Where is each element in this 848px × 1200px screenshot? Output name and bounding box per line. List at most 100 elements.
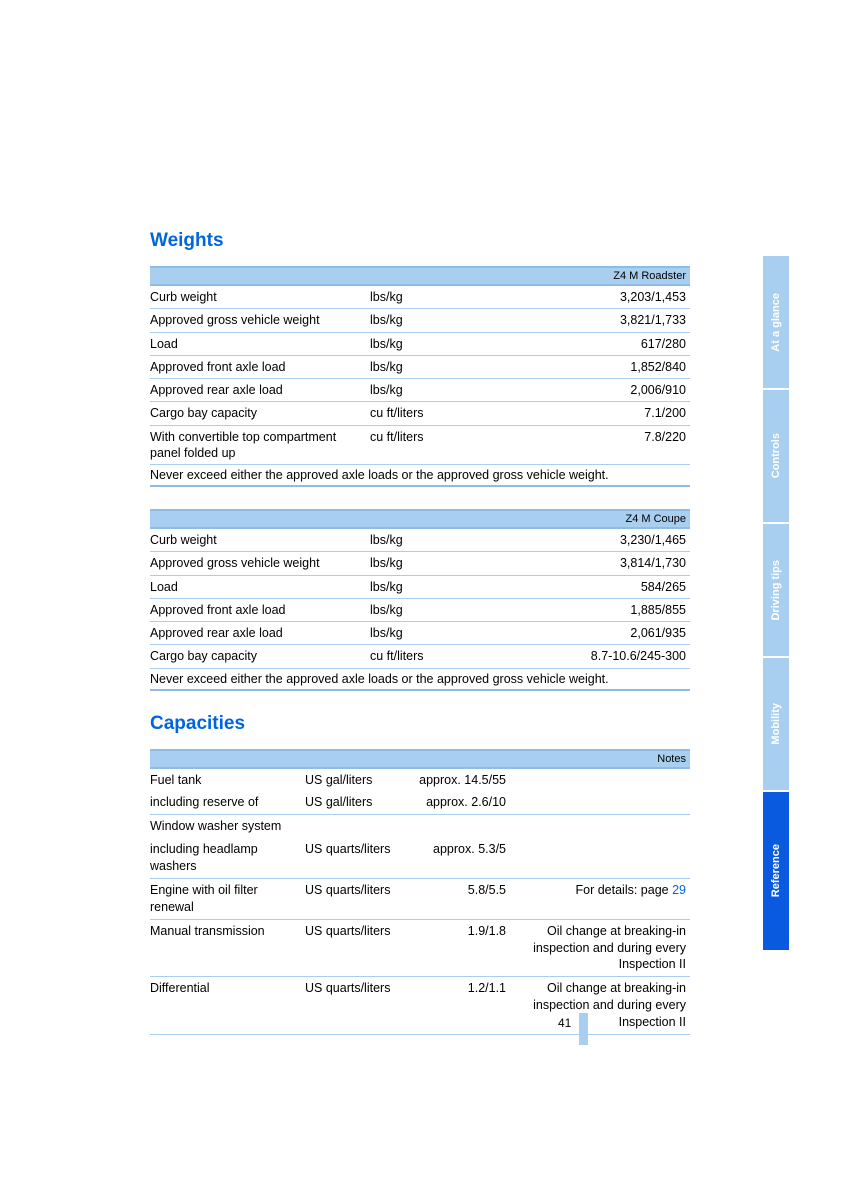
unit-cell: lbs/kg xyxy=(370,598,490,621)
unit-cell: cu ft/liters xyxy=(370,402,490,425)
tab-label: Mobility xyxy=(770,703,782,745)
label-cell: Approved gross vehicle weight xyxy=(150,309,370,332)
value-cell: 1.9/1.8 xyxy=(415,919,510,977)
page-number: 41 xyxy=(558,1016,571,1030)
table-row: Curb weightlbs/kg3,203/1,453 xyxy=(150,285,690,309)
value-cell: 8.7-10.6/245-300 xyxy=(490,645,690,668)
table-row: Approved rear axle loadlbs/kg2,061/935 xyxy=(150,622,690,645)
table-row: Approved gross vehicle weightlbs/kg3,814… xyxy=(150,552,690,575)
label-cell: With convertible top compartment panel f… xyxy=(150,425,370,465)
side-tabs: At a glance Controls Driving tips Mobility R… xyxy=(763,256,789,952)
value-cell: 1,852/840 xyxy=(490,355,690,378)
unit-cell: US gal/liters xyxy=(305,791,415,814)
value-cell: approx. 14.5/55 xyxy=(415,768,510,792)
capacities-table: Notes Fuel tankUS gal/litersapprox. 14.5… xyxy=(150,749,690,1035)
label-cell: Curb weight xyxy=(150,285,370,309)
label-cell: Approved rear axle load xyxy=(150,622,370,645)
value-cell: 5.8/5.5 xyxy=(415,878,510,919)
label-cell: Differential xyxy=(150,977,305,1035)
unit-cell: lbs/kg xyxy=(370,332,490,355)
value-cell: approx. 5.3/5 xyxy=(415,838,510,878)
value-cell: 7.8/220 xyxy=(490,425,690,465)
label-cell: Cargo bay capacity xyxy=(150,402,370,425)
label-cell: Fuel tank xyxy=(150,768,305,792)
table-note-row: Never exceed either the approved axle lo… xyxy=(150,465,690,487)
value-cell: 7.1/200 xyxy=(490,402,690,425)
unit-cell xyxy=(305,815,415,838)
table-row: including headlamp washersUS quarts/lite… xyxy=(150,838,690,878)
table-row: Fuel tankUS gal/litersapprox. 14.5/55 xyxy=(150,768,690,792)
unit-cell: lbs/kg xyxy=(370,309,490,332)
unit-cell: US quarts/liters xyxy=(305,977,415,1035)
table-header-cell: Z4 M Roadster xyxy=(150,267,690,285)
table-row: Cargo bay capacitycu ft/liters8.7-10.6/2… xyxy=(150,645,690,668)
note-cell: Oil change at breaking-in inspection and… xyxy=(510,977,690,1035)
value-cell: 617/280 xyxy=(490,332,690,355)
unit-cell: lbs/kg xyxy=(370,285,490,309)
table-row: Loadlbs/kg584/265 xyxy=(150,575,690,598)
weights-roadster-table: Z4 M Roadster Curb weightlbs/kg3,203/1,4… xyxy=(150,266,690,487)
label-cell: Engine with oil filter renewal xyxy=(150,878,305,919)
value-cell: 1.2/1.1 xyxy=(415,977,510,1035)
table-row: including reserve ofUS gal/litersapprox.… xyxy=(150,791,690,814)
side-tab-at-a-glance[interactable]: At a glance xyxy=(763,256,789,388)
table-header-row: Z4 M Coupe xyxy=(150,510,690,528)
table-note-row: Never exceed either the approved axle lo… xyxy=(150,668,690,690)
value-cell: 3,821/1,733 xyxy=(490,309,690,332)
table-row: Approved front axle loadlbs/kg1,852/840 xyxy=(150,355,690,378)
table-header-row: Z4 M Roadster xyxy=(150,267,690,285)
value-cell: 3,230/1,465 xyxy=(490,528,690,552)
table-header-row: Notes xyxy=(150,750,690,768)
weights-heading: Weights xyxy=(150,230,690,252)
label-cell: Approved gross vehicle weight xyxy=(150,552,370,575)
weights-coupe-table: Z4 M Coupe Curb weightlbs/kg3,230/1,465A… xyxy=(150,509,690,691)
tab-label: Reference xyxy=(770,844,782,897)
table-row: With convertible top compartment panel f… xyxy=(150,425,690,465)
value-cell: 584/265 xyxy=(490,575,690,598)
label-cell: Load xyxy=(150,575,370,598)
table-header-cell: Z4 M Coupe xyxy=(150,510,690,528)
label-cell: Approved front axle load xyxy=(150,355,370,378)
unit-cell: US gal/liters xyxy=(305,768,415,792)
side-tab-reference[interactable]: Reference xyxy=(763,792,789,950)
unit-cell: lbs/kg xyxy=(370,355,490,378)
note-cell xyxy=(510,791,690,814)
capacities-heading: Capacities xyxy=(150,713,690,735)
table-row: Manual transmissionUS quarts/liters1.9/1… xyxy=(150,919,690,977)
value-cell xyxy=(415,815,510,838)
table-row: Approved rear axle loadlbs/kg2,006/910 xyxy=(150,379,690,402)
table-note: Never exceed either the approved axle lo… xyxy=(150,465,690,487)
unit-cell: lbs/kg xyxy=(370,552,490,575)
tab-label: Controls xyxy=(770,433,782,478)
unit-cell: US quarts/liters xyxy=(305,919,415,977)
table-row: Approved gross vehicle weightlbs/kg3,821… xyxy=(150,309,690,332)
unit-cell: US quarts/liters xyxy=(305,878,415,919)
page-ref-link[interactable]: 29 xyxy=(672,883,686,897)
label-cell: including reserve of xyxy=(150,791,305,814)
side-tab-driving-tips[interactable]: Driving tips xyxy=(763,524,789,656)
table-row: Approved front axle loadlbs/kg1,885/855 xyxy=(150,598,690,621)
table-row: Loadlbs/kg617/280 xyxy=(150,332,690,355)
label-cell: Window washer system xyxy=(150,815,305,838)
value-cell: 3,814/1,730 xyxy=(490,552,690,575)
table-row: DifferentialUS quarts/liters1.2/1.1Oil c… xyxy=(150,977,690,1035)
table-header-cell: Notes xyxy=(150,750,690,768)
side-tab-controls[interactable]: Controls xyxy=(763,390,789,522)
tab-label: At a glance xyxy=(770,293,782,352)
label-cell: Cargo bay capacity xyxy=(150,645,370,668)
table-row: Engine with oil filter renewalUS quarts/… xyxy=(150,878,690,919)
unit-cell: cu ft/liters xyxy=(370,425,490,465)
label-cell: including headlamp washers xyxy=(150,838,305,878)
unit-cell: cu ft/liters xyxy=(370,645,490,668)
unit-cell: lbs/kg xyxy=(370,622,490,645)
note-cell xyxy=(510,815,690,838)
note-cell: Oil change at breaking-in inspection and… xyxy=(510,919,690,977)
page-marker xyxy=(579,1013,588,1045)
label-cell: Approved front axle load xyxy=(150,598,370,621)
value-cell: approx. 2.6/10 xyxy=(415,791,510,814)
value-cell: 2,061/935 xyxy=(490,622,690,645)
note-cell xyxy=(510,768,690,792)
table-row: Cargo bay capacitycu ft/liters7.1/200 xyxy=(150,402,690,425)
side-tab-mobility[interactable]: Mobility xyxy=(763,658,789,790)
unit-cell: lbs/kg xyxy=(370,528,490,552)
